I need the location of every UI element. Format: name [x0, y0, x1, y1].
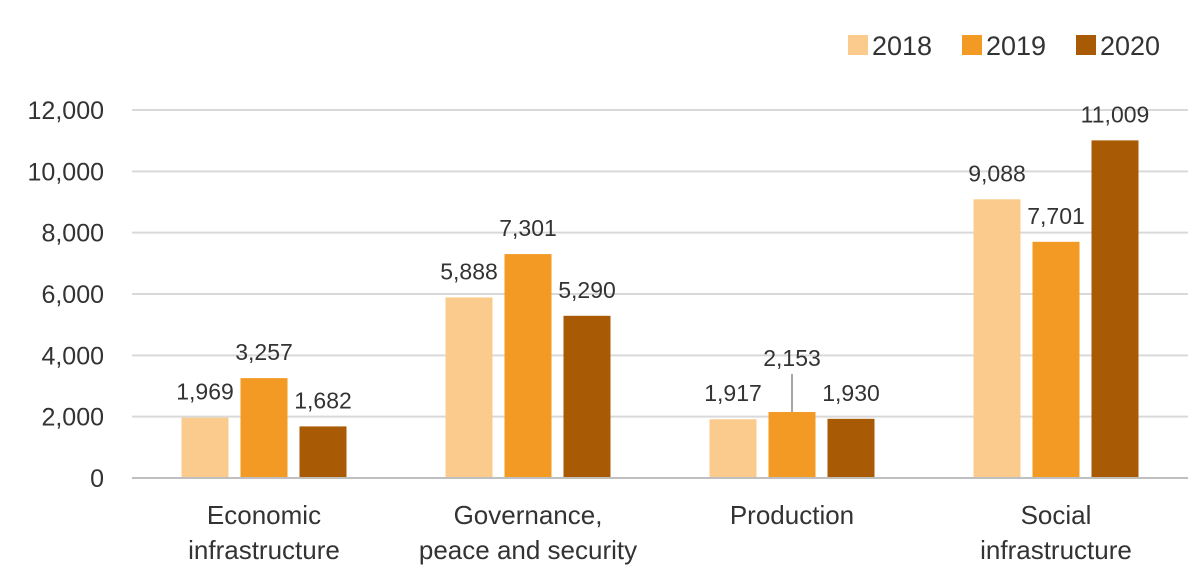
data-label: 3,257 [235, 339, 293, 365]
bar [299, 426, 347, 478]
legend: 2018 2019 2020 [848, 31, 1160, 61]
y-tick-label: 12,000 [28, 97, 104, 125]
bar [827, 418, 875, 478]
x-category-label: Governance, [454, 500, 603, 530]
bar [504, 254, 552, 478]
bar [768, 411, 816, 478]
data-label: 5,888 [440, 258, 498, 284]
data-label: 7,701 [1027, 203, 1085, 229]
y-tick-label: 4,000 [41, 342, 104, 370]
data-label: 1,917 [704, 380, 762, 406]
x-category-label: Economic [207, 500, 321, 530]
legend-label: 2018 [872, 31, 932, 61]
bar [563, 315, 611, 478]
bars [181, 140, 1139, 478]
legend-swatch [848, 35, 868, 55]
x-axis: Economic infrastructure Governance, peace a… [132, 477, 1188, 565]
bar [240, 378, 288, 478]
bar [1091, 140, 1139, 478]
data-label: 7,301 [499, 215, 557, 241]
x-category-label: peace and security [419, 535, 637, 565]
data-label: 1,682 [294, 387, 352, 413]
y-tick-label: 10,000 [28, 158, 104, 186]
data-label: 1,930 [822, 380, 880, 406]
legend-label: 2019 [986, 31, 1046, 61]
legend-swatch [1076, 35, 1096, 55]
bar [1032, 241, 1080, 478]
gridlines [132, 109, 1188, 418]
y-tick-label: 8,000 [41, 220, 104, 248]
x-category-label: infrastructure [980, 535, 1132, 565]
data-label: 5,290 [558, 277, 616, 303]
bar [973, 199, 1021, 478]
bar [181, 417, 229, 478]
x-category-label: infrastructure [188, 535, 340, 565]
data-label: 9,088 [968, 160, 1026, 186]
bar [709, 419, 757, 478]
data-label: 11,009 [1081, 101, 1150, 127]
x-category-label: Production [730, 500, 854, 530]
y-tick-label: 6,000 [41, 281, 104, 309]
legend-label: 2020 [1100, 31, 1160, 61]
bar [445, 297, 493, 478]
data-label: 2,153 [763, 345, 821, 371]
y-axis: 0 2,000 4,000 6,000 8,000 10,000 12,000 [28, 97, 104, 493]
y-tick-label: 2,000 [41, 404, 104, 432]
y-tick-label: 0 [90, 465, 104, 493]
data-label: 1,969 [176, 379, 234, 405]
x-category-label: Social [1021, 500, 1092, 530]
legend-swatch [962, 35, 982, 55]
